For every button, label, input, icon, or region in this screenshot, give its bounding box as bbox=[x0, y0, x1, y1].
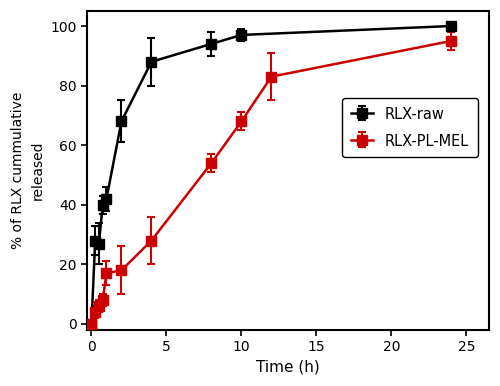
X-axis label: Time (h): Time (h) bbox=[256, 360, 320, 375]
Y-axis label: % of RLX cummulative
released: % of RLX cummulative released bbox=[11, 92, 44, 249]
Legend: RLX-raw, RLX-PL-MEL: RLX-raw, RLX-PL-MEL bbox=[342, 98, 477, 157]
